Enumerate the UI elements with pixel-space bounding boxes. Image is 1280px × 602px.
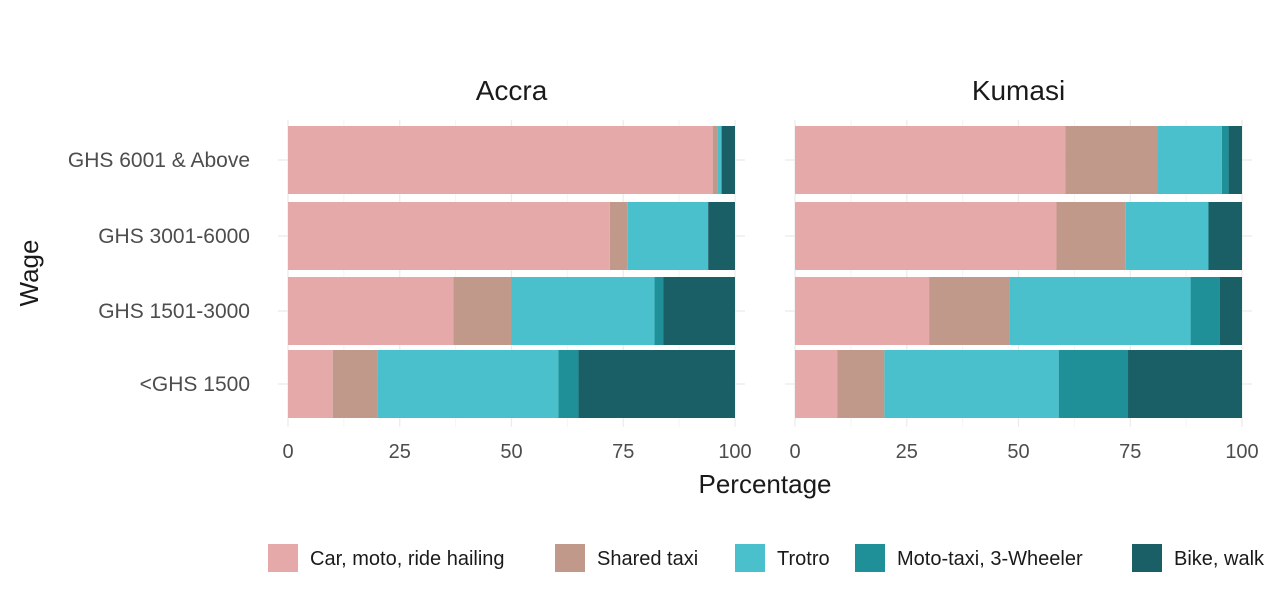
x-tick-label: 100	[718, 441, 751, 463]
bar-kumasi-moto-taxi-3-wheeler	[1190, 277, 1220, 345]
bar-accra-car-moto-ride-hailing	[288, 350, 333, 418]
bar-accra-shared-taxi	[609, 202, 628, 270]
y-tick-label: <GHS 1500	[140, 373, 250, 396]
bar-accra-trotro	[377, 350, 559, 418]
bar-kumasi-trotro	[1157, 126, 1222, 194]
legend-swatch-trotro	[735, 544, 765, 572]
bar-accra-car-moto-ride-hailing	[288, 277, 454, 345]
bar-kumasi-bike-walk	[1208, 202, 1242, 270]
bar-accra-moto-taxi-3-wheeler	[654, 277, 664, 345]
bar-kumasi-shared-taxi	[1065, 126, 1158, 194]
bar-accra-bike-walk	[708, 202, 735, 270]
x-tick-label: 50	[500, 441, 522, 463]
legend-swatch-car-moto-ride-hailing	[268, 544, 298, 572]
bar-kumasi-moto-taxi-3-wheeler	[1058, 350, 1129, 418]
x-tick-label: 0	[789, 441, 800, 463]
bar-kumasi-shared-taxi	[929, 277, 1010, 345]
legend-label-bike-walk: Bike, walk	[1174, 548, 1265, 570]
panel-title: Accra	[476, 75, 548, 106]
bar-accra-shared-taxi	[332, 350, 378, 418]
x-axis-title: Percentage	[699, 469, 832, 499]
bar-accra-shared-taxi	[453, 277, 512, 345]
y-tick-label: GHS 6001 & Above	[68, 149, 250, 172]
bar-kumasi-trotro	[1009, 277, 1191, 345]
legend-label-moto-taxi-3-wheeler: Moto-taxi, 3-Wheeler	[897, 548, 1083, 570]
x-tick-label: 50	[1007, 441, 1029, 463]
bar-kumasi-car-moto-ride-hailing	[795, 202, 1057, 270]
labels-layer: Accra 0 25 50 75 100 Kumasi 0 25 50 75 100 GHS 6001 …	[14, 75, 1259, 499]
y-tick-label: GHS 3001-6000	[98, 225, 250, 248]
bar-kumasi-car-moto-ride-hailing	[795, 350, 838, 418]
bar-accra-moto-taxi-3-wheeler	[558, 350, 579, 418]
x-tick-label: 25	[896, 441, 918, 463]
bar-accra-trotro	[717, 126, 722, 194]
legend-swatch-bike-walk	[1132, 544, 1162, 572]
panel-title: Kumasi	[972, 75, 1065, 106]
x-tick-label: 75	[1119, 441, 1141, 463]
bar-accra-car-moto-ride-hailing	[288, 202, 610, 270]
bar-accra-shared-taxi	[712, 126, 718, 194]
bar-kumasi-car-moto-ride-hailing	[795, 277, 930, 345]
legend-swatch-shared-taxi	[555, 544, 585, 572]
bar-kumasi-bike-walk	[1128, 350, 1242, 418]
bar-accra-trotro	[627, 202, 709, 270]
bar-kumasi-bike-walk	[1228, 126, 1242, 194]
legend-swatch-moto-taxi-3-wheeler	[855, 544, 885, 572]
bar-kumasi-trotro	[884, 350, 1059, 418]
bar-kumasi-moto-taxi-3-wheeler	[1221, 126, 1229, 194]
x-tick-label: 25	[389, 441, 411, 463]
bar-kumasi-shared-taxi	[837, 350, 885, 418]
legend: Car, moto, ride hailing Shared taxi Trotro…	[268, 544, 1265, 572]
bar-kumasi-car-moto-ride-hailing	[795, 126, 1066, 194]
bar-accra-bike-walk	[721, 126, 735, 194]
legend-label-shared-taxi: Shared taxi	[597, 548, 698, 570]
bar-accra-trotro	[511, 277, 655, 345]
bar-accra-car-moto-ride-hailing	[288, 126, 713, 194]
bar-kumasi-bike-walk	[1219, 277, 1242, 345]
x-tick-label: 0	[282, 441, 293, 463]
y-tick-label: GHS 1501-3000	[98, 300, 250, 323]
x-tick-label: 100	[1225, 441, 1258, 463]
bar-kumasi-shared-taxi	[1056, 202, 1126, 270]
bar-accra-bike-walk	[663, 277, 735, 345]
bar-kumasi-trotro	[1125, 202, 1209, 270]
bar-accra-bike-walk	[578, 350, 735, 418]
legend-label-trotro: Trotro	[777, 548, 830, 570]
x-tick-label: 75	[612, 441, 634, 463]
y-axis-title: Wage	[14, 240, 44, 307]
legend-label-car-moto-ride-hailing: Car, moto, ride hailing	[310, 548, 505, 570]
bars-layer	[288, 126, 1242, 418]
